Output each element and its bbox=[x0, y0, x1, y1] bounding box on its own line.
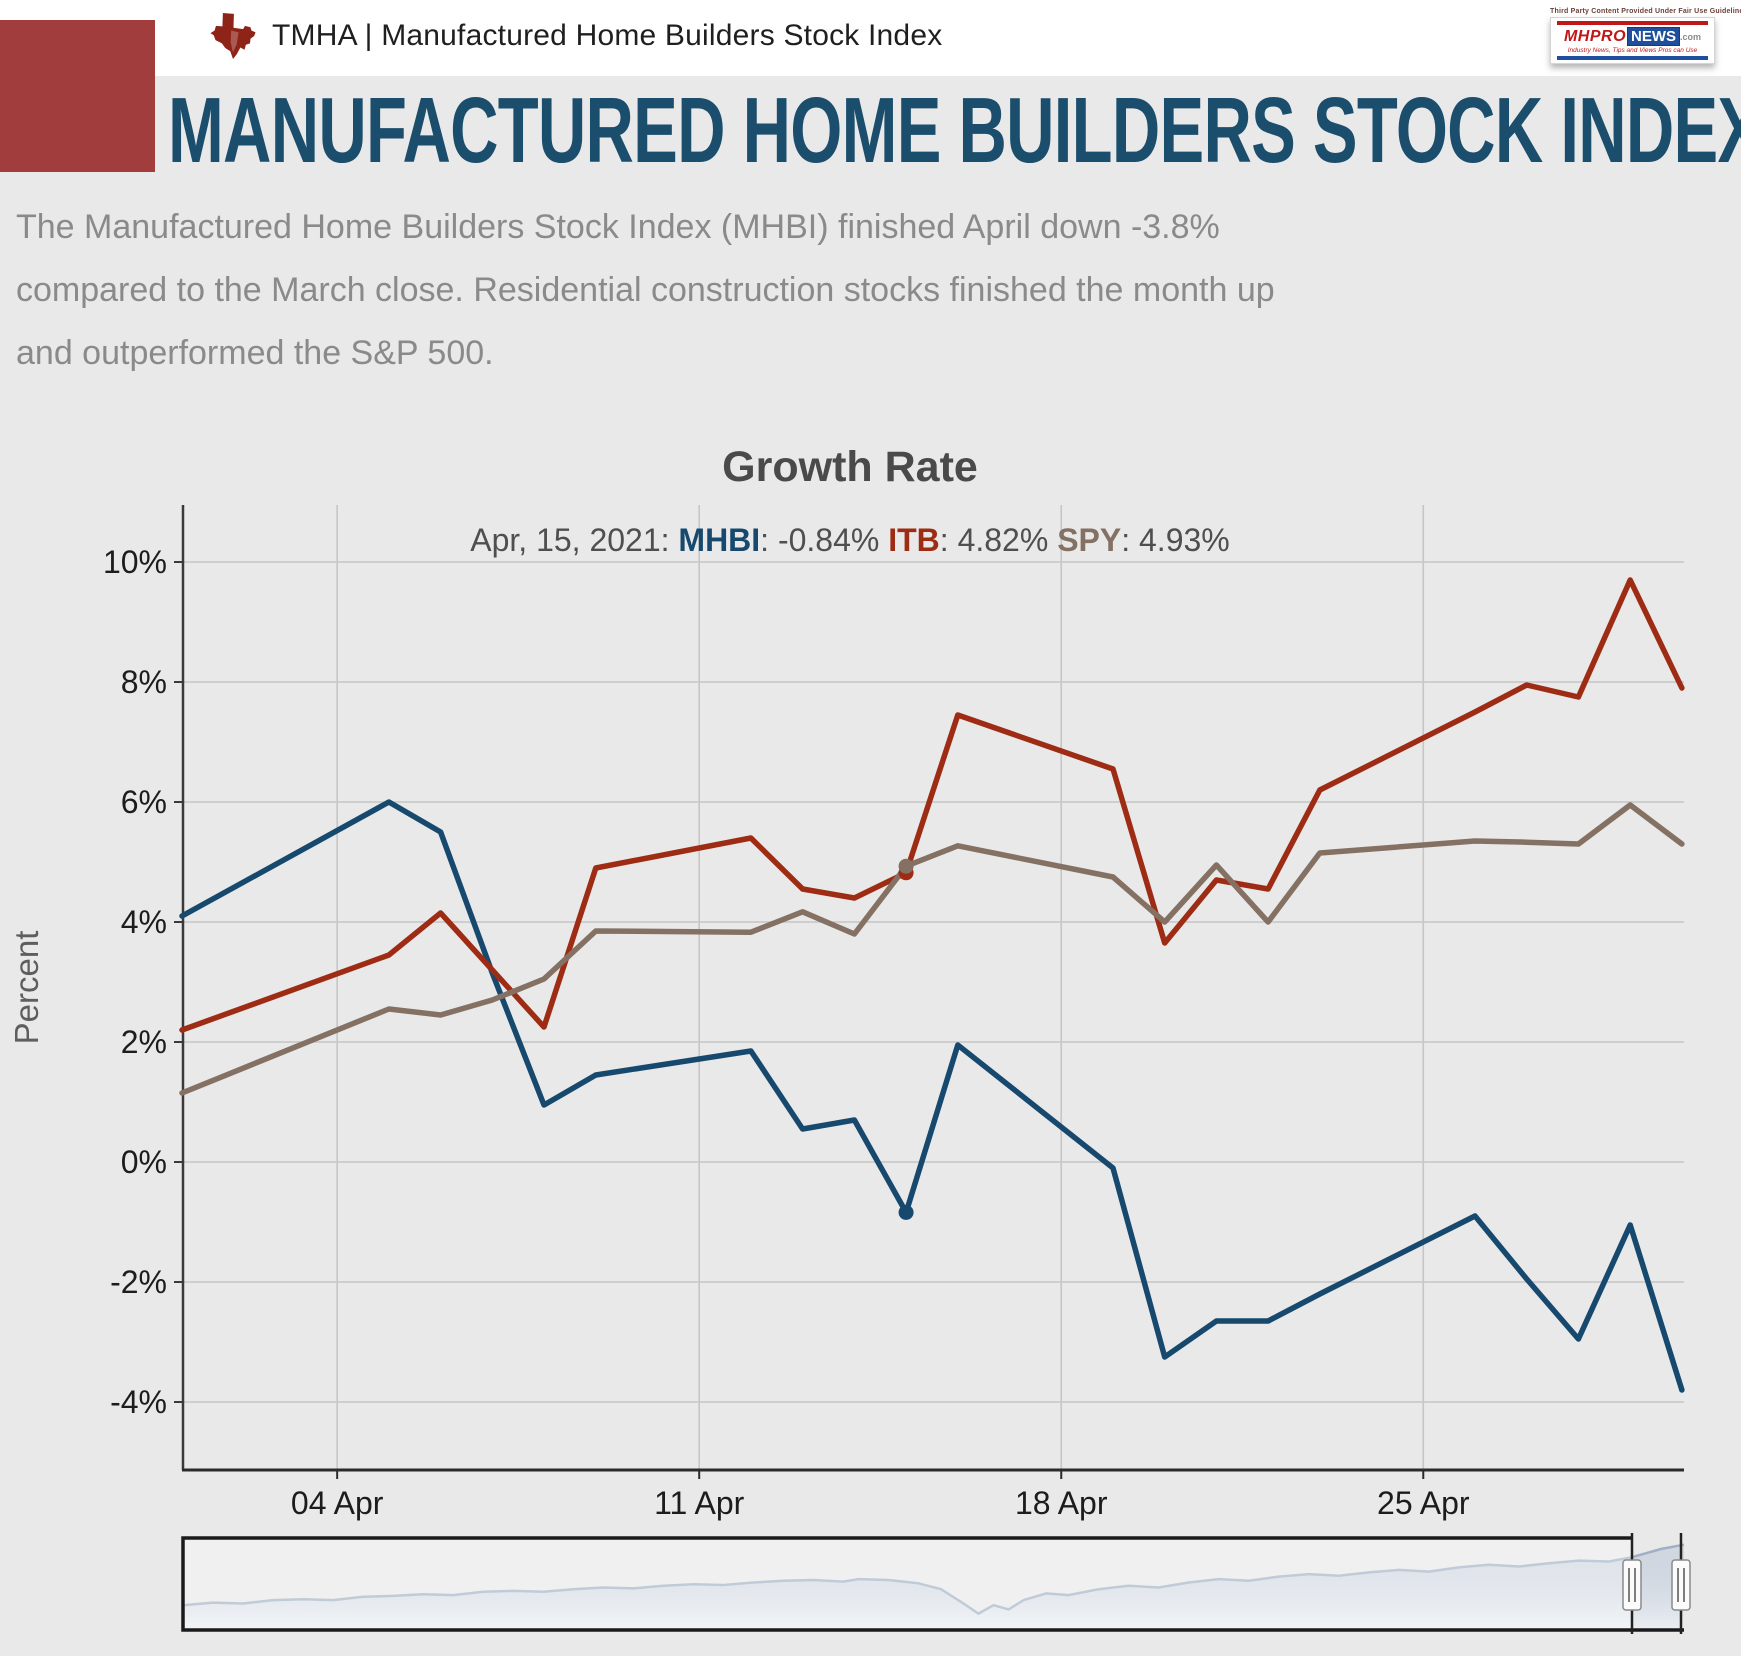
page-title: MANUFACTURED HOME BUILDERS STOCK INDEX bbox=[168, 78, 1741, 182]
y-tick-label: 6% bbox=[121, 784, 167, 820]
mhpronews-card: MHPRO NEWS .com Industry News, Tips and Vi… bbox=[1550, 17, 1715, 64]
series-line-mhbi[interactable] bbox=[179, 799, 1685, 1393]
navigator-series-line bbox=[182, 1543, 1685, 1616]
logo-tagline: Industry News, Tips and Views Pros can U… bbox=[1567, 47, 1698, 54]
series-line-itb[interactable] bbox=[179, 577, 1685, 1033]
chart-tooltip: Apr, 15, 2021: MHBI: -0.84% ITB: 4.82% S… bbox=[470, 522, 1230, 558]
navigator-handle-left[interactable] bbox=[1622, 1559, 1642, 1611]
y-tick-label: 10% bbox=[103, 544, 167, 580]
logo-news-text: NEWS bbox=[1627, 27, 1681, 46]
logo-red-bar bbox=[1557, 21, 1708, 25]
navigator-handle-right[interactable] bbox=[1671, 1559, 1691, 1611]
tooltip-series-spy: SPY bbox=[1057, 522, 1122, 558]
y-tick-label: 2% bbox=[121, 1024, 167, 1060]
navigator-outline bbox=[181, 1536, 1684, 1632]
y-axis-title: Percent bbox=[8, 931, 45, 1045]
y-tick-label: 4% bbox=[121, 904, 167, 940]
tooltip-series-mhbi: MHBI bbox=[678, 522, 761, 558]
x-tick-label: 04 Apr bbox=[291, 1485, 384, 1521]
accent-block bbox=[0, 20, 155, 172]
navigator-area-fill bbox=[183, 1544, 1684, 1629]
logo-com-text: .com bbox=[1680, 31, 1702, 42]
chart-title: Growth Rate bbox=[722, 443, 978, 491]
marker-spy[interactable] bbox=[898, 858, 914, 874]
mhpronews-logo: Third Party Content Provided Under Fair … bbox=[1550, 8, 1741, 64]
x-tick-label: 11 Apr bbox=[654, 1485, 744, 1521]
series-line-spy[interactable] bbox=[179, 802, 1685, 1096]
y-tick-label: 8% bbox=[121, 664, 167, 700]
intro-paragraph: The Manufactured Home Builders Stock Ind… bbox=[16, 208, 1275, 372]
logo-mhpro-text: MHPRO bbox=[1563, 27, 1627, 45]
marker-mhbi[interactable] bbox=[898, 1204, 914, 1220]
plot-area[interactable] bbox=[183, 505, 1684, 1470]
navigator-mask bbox=[183, 1538, 1632, 1630]
y-tick-label: -4% bbox=[110, 1384, 167, 1420]
y-tick-label: -2% bbox=[110, 1264, 167, 1300]
tmha-texas-icon bbox=[210, 13, 256, 59]
fair-use-note: Third Party Content Provided Under Fair … bbox=[1550, 8, 1741, 15]
logo-blue-bar bbox=[1557, 56, 1708, 60]
app-title: TMHA | Manufactured Home Builders Stock … bbox=[272, 19, 943, 52]
navigator-track[interactable] bbox=[183, 1538, 1684, 1630]
x-tick-label: 25 Apr bbox=[1377, 1485, 1470, 1521]
x-tick-label: 18 Apr bbox=[1015, 1485, 1108, 1521]
y-tick-label: 0% bbox=[121, 1144, 167, 1180]
tooltip-series-itb: ITB bbox=[888, 522, 940, 558]
top-header-bar: TMHA | Manufactured Home Builders Stock … bbox=[0, 0, 1741, 76]
